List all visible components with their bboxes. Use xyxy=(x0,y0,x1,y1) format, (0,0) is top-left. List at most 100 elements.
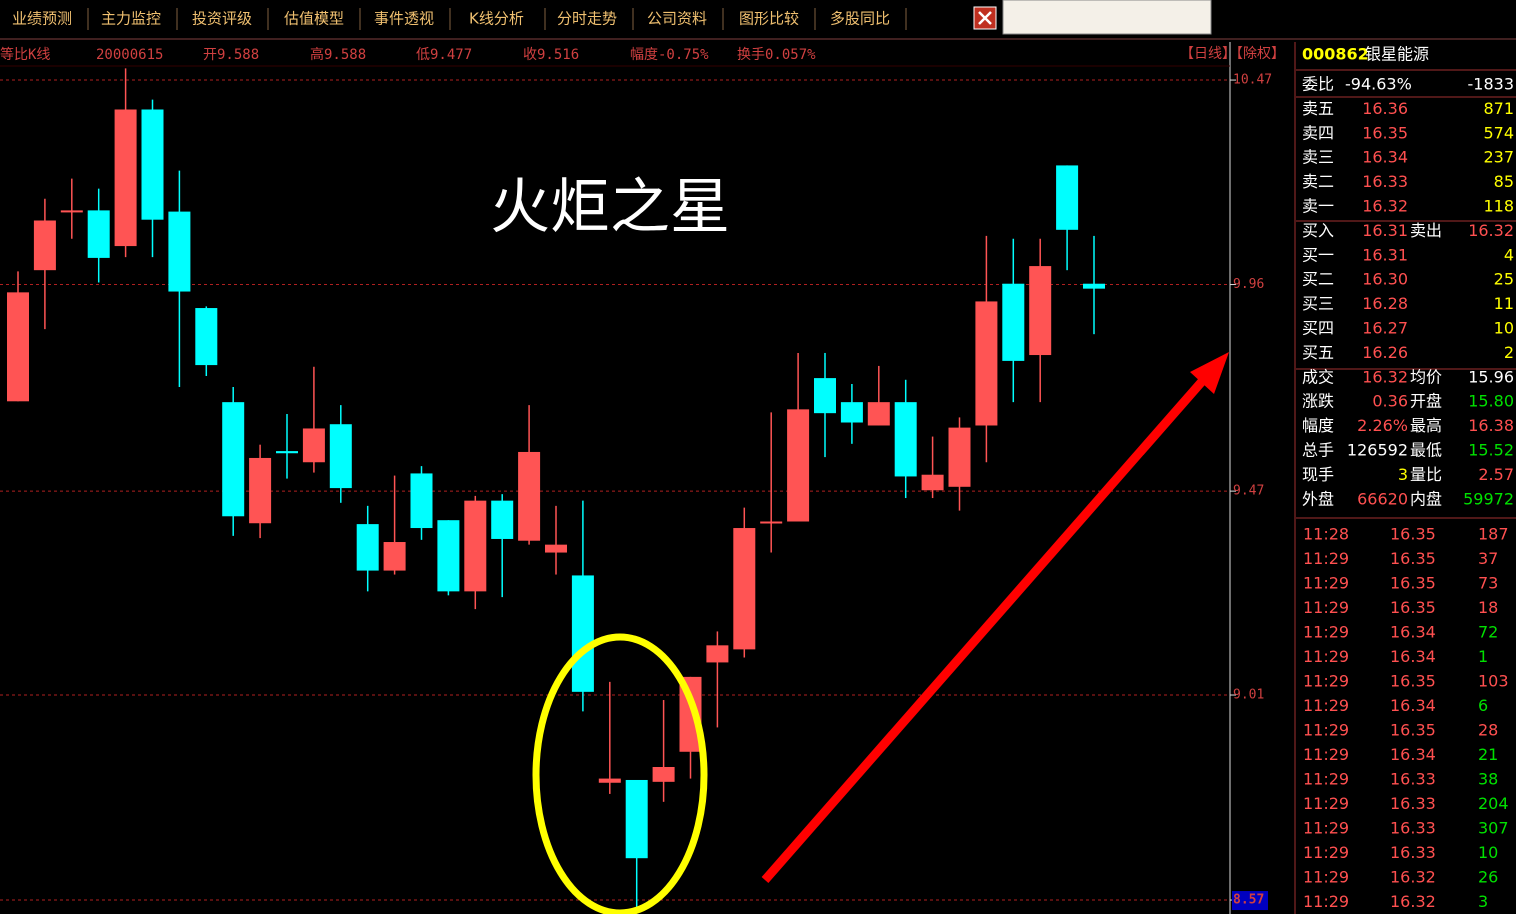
quote-price: 16.30 xyxy=(1362,270,1408,289)
quote-label: 买三 xyxy=(1302,294,1334,313)
quote-price: 16.28 xyxy=(1362,294,1408,313)
trade-time: 11:29 xyxy=(1303,892,1349,911)
y-tick-label: 9.01 xyxy=(1233,688,1264,703)
quote-label: 外盘 xyxy=(1302,489,1334,508)
trade-price: 16.35 xyxy=(1390,574,1436,593)
y-tick-label: 9.96 xyxy=(1233,277,1264,292)
quote-label: 总手 xyxy=(1302,441,1334,460)
trade-volume: 26 xyxy=(1478,868,1498,887)
trade-price: 16.35 xyxy=(1390,525,1436,544)
menu-tab[interactable]: K线分析 xyxy=(469,10,524,28)
annotation: 火炬之星 xyxy=(490,173,730,243)
candle-body xyxy=(168,211,191,292)
header-field: 换手0.057% xyxy=(737,46,816,63)
period-label[interactable]: 【日线】【除权】 xyxy=(1180,46,1285,62)
quote-value: 0.36 xyxy=(1372,392,1408,411)
candle-body xyxy=(545,544,567,553)
candle-body xyxy=(249,457,272,524)
quote-volume: 574 xyxy=(1483,123,1514,142)
quote-volume: 871 xyxy=(1483,99,1514,118)
header-field: 开9.588 xyxy=(203,47,259,63)
trade-price: 16.35 xyxy=(1390,721,1436,740)
trade-volume: 38 xyxy=(1478,770,1498,789)
candle-body xyxy=(464,500,487,592)
candle-body xyxy=(302,428,325,463)
quote-label: 卖五 xyxy=(1302,99,1334,118)
candle-body xyxy=(141,109,164,220)
quote-price: 16.27 xyxy=(1362,319,1408,338)
quote-volume: 118 xyxy=(1483,197,1514,216)
quote-volume: 85 xyxy=(1494,172,1514,191)
trade-time: 11:29 xyxy=(1303,868,1349,887)
quote-volume: 2 xyxy=(1504,343,1514,362)
quote-value: 15.80 xyxy=(1468,392,1514,411)
quote-price: 16.32 xyxy=(1362,197,1408,216)
quote-label: 涨跌 xyxy=(1302,392,1334,411)
candle-body xyxy=(87,210,110,258)
menu-tab[interactable]: 估值模型 xyxy=(284,10,344,28)
menu-tab[interactable]: 业绩预测 xyxy=(12,10,72,28)
candle-body xyxy=(114,109,137,247)
candle-body xyxy=(814,378,836,414)
header-field: 20000615 xyxy=(96,47,163,63)
trade-price: 16.32 xyxy=(1390,868,1436,887)
menu-tab[interactable]: 公司资料 xyxy=(647,10,707,28)
menu-tab[interactable]: 主力监控 xyxy=(101,10,161,28)
trade-volume: 28 xyxy=(1478,721,1498,740)
tick-highlight xyxy=(1232,891,1268,911)
candle-body xyxy=(195,308,218,366)
stock-name: 银星能源 xyxy=(1365,45,1429,64)
trade-time: 11:29 xyxy=(1303,623,1349,642)
candle-body xyxy=(840,402,863,423)
quote-value: 2.57 xyxy=(1478,465,1514,484)
trade-price: 16.33 xyxy=(1390,794,1436,813)
candle-body xyxy=(733,528,756,650)
header-field: 低9.477 xyxy=(416,47,472,63)
quote-label: 卖出 xyxy=(1410,221,1442,240)
candle-body xyxy=(1002,283,1025,361)
trade-volume: 204 xyxy=(1478,794,1509,813)
quote-label: 最低 xyxy=(1410,441,1442,460)
trade-time: 11:29 xyxy=(1303,794,1349,813)
quote-volume: 11 xyxy=(1494,294,1514,313)
y-tick-label: 9.47 xyxy=(1233,484,1264,499)
trade-volume: 10 xyxy=(1478,843,1498,862)
menu-tab[interactable]: 图形比较 xyxy=(739,10,799,28)
y-tick-label: 8.57 xyxy=(1233,893,1264,908)
quote-value: 59972 xyxy=(1463,489,1514,508)
menu-tab[interactable]: 事件透视 xyxy=(374,10,434,28)
candle-body xyxy=(948,427,971,487)
quote-label: 最高 xyxy=(1410,416,1442,435)
menu-tab[interactable]: 多股同比 xyxy=(830,10,890,28)
trade-time: 11:29 xyxy=(1303,696,1349,715)
trade-volume: 307 xyxy=(1478,819,1509,838)
trade-time: 11:28 xyxy=(1303,525,1349,544)
candle-body xyxy=(383,542,406,571)
quote-value: 16.32 xyxy=(1468,221,1514,240)
header-field: 等比K线 xyxy=(0,46,50,63)
quote-price: 16.31 xyxy=(1362,245,1408,264)
candle-body xyxy=(60,210,83,213)
trade-volume: 187 xyxy=(1478,525,1509,544)
candle-body xyxy=(222,402,245,517)
candle-body xyxy=(652,767,675,782)
trade-time: 11:29 xyxy=(1303,598,1349,617)
quote-label: 现手 xyxy=(1302,465,1334,484)
menu-tab[interactable]: 分时走势 xyxy=(557,10,617,28)
candle-body xyxy=(706,645,729,663)
trade-time: 11:29 xyxy=(1303,843,1349,862)
trade-time: 11:29 xyxy=(1303,647,1349,666)
trade-price: 16.35 xyxy=(1390,549,1436,568)
candle-body xyxy=(276,451,298,454)
quote-label: 买四 xyxy=(1302,319,1334,338)
trade-time: 11:29 xyxy=(1303,721,1349,740)
trade-price: 16.35 xyxy=(1390,672,1436,691)
menu-tab[interactable]: 投资评级 xyxy=(192,10,252,28)
trade-volume: 37 xyxy=(1478,549,1498,568)
trade-price: 16.34 xyxy=(1390,647,1436,666)
trade-time: 11:29 xyxy=(1303,745,1349,764)
quote-value: 16.32 xyxy=(1362,367,1408,386)
trade-price: 16.32 xyxy=(1390,892,1436,911)
candle-body xyxy=(491,500,514,539)
candle-body xyxy=(33,220,56,271)
